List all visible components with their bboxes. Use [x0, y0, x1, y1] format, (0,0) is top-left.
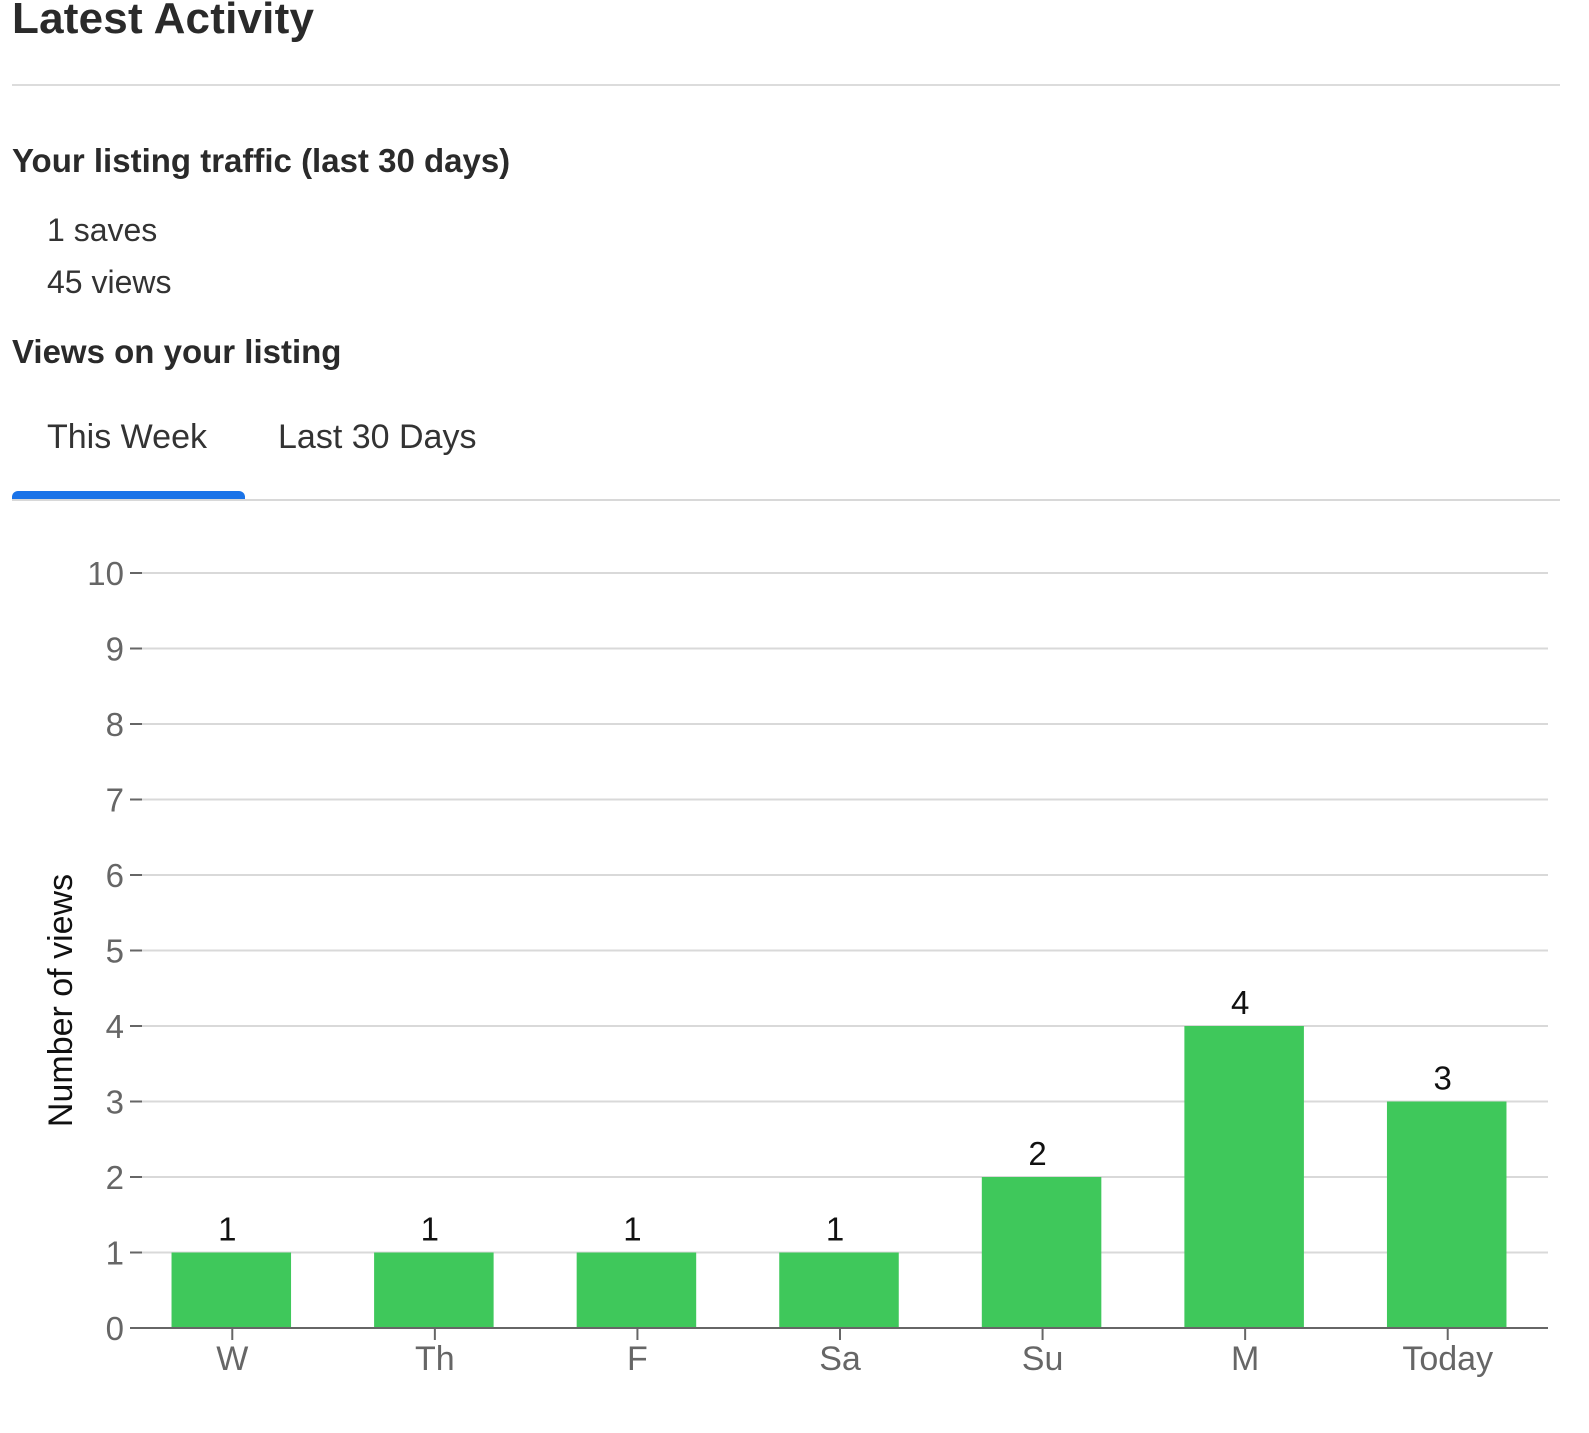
bar — [374, 1252, 494, 1328]
views-bar-chart: 0 1 2 3 4 5 6 7 8 9 10 1 W 1 Th 1 F 1 Sa 2 Su 4 M 3 Today Number … — [42, 555, 1548, 1378]
tab-last-30-days[interactable]: Last 30 Days — [278, 418, 477, 456]
x-tick-label: F — [627, 1340, 648, 1378]
bar-value-label: 2 — [1028, 1135, 1046, 1172]
y-tick-label: 7 — [106, 782, 124, 819]
header-divider — [12, 84, 1560, 86]
active-tab-indicator — [12, 491, 245, 500]
y-tick-label: 0 — [106, 1310, 124, 1347]
y-tick-label: 9 — [106, 631, 124, 668]
y-tick-label: 6 — [106, 857, 124, 894]
bar — [1184, 1026, 1304, 1328]
bar — [171, 1252, 292, 1328]
bar-value-label: 1 — [623, 1211, 641, 1248]
tab-this-week[interactable]: This Week — [47, 418, 207, 456]
y-tick-label: 2 — [106, 1159, 124, 1196]
bar — [576, 1252, 697, 1328]
y-tick-label: 10 — [87, 555, 124, 592]
views-count: 45 views — [47, 264, 172, 300]
y-tick-label: 1 — [106, 1235, 124, 1272]
bar-value-label: 3 — [1434, 1060, 1452, 1097]
x-tick-label: Today — [1402, 1340, 1493, 1378]
y-tick-label: 3 — [106, 1084, 124, 1121]
y-tick-label: 5 — [106, 933, 124, 970]
saves-count: 1 saves — [47, 212, 158, 248]
x-tick-label: Sa — [819, 1340, 861, 1378]
views-heading: Views on your listing — [12, 333, 342, 370]
bar-value-label: 4 — [1231, 984, 1249, 1021]
y-axis-label: Number of views — [42, 874, 80, 1127]
bar — [779, 1252, 899, 1328]
x-tick-label: M — [1231, 1340, 1259, 1378]
page-title: Latest Activity — [12, 0, 315, 43]
x-tick-label: Su — [1022, 1340, 1064, 1378]
x-tick-label: Th — [415, 1340, 455, 1378]
tabs-divider — [12, 499, 1560, 501]
bar — [1386, 1101, 1507, 1328]
bar — [981, 1177, 1102, 1328]
x-tick-label: W — [216, 1340, 248, 1378]
bar-value-label: 1 — [421, 1211, 439, 1248]
y-tick-label: 4 — [106, 1008, 124, 1045]
y-tick-label: 8 — [106, 706, 124, 743]
traffic-heading: Your listing traffic (last 30 days) — [12, 142, 511, 179]
bar-value-label: 1 — [218, 1211, 236, 1248]
bar-value-label: 1 — [826, 1211, 844, 1248]
